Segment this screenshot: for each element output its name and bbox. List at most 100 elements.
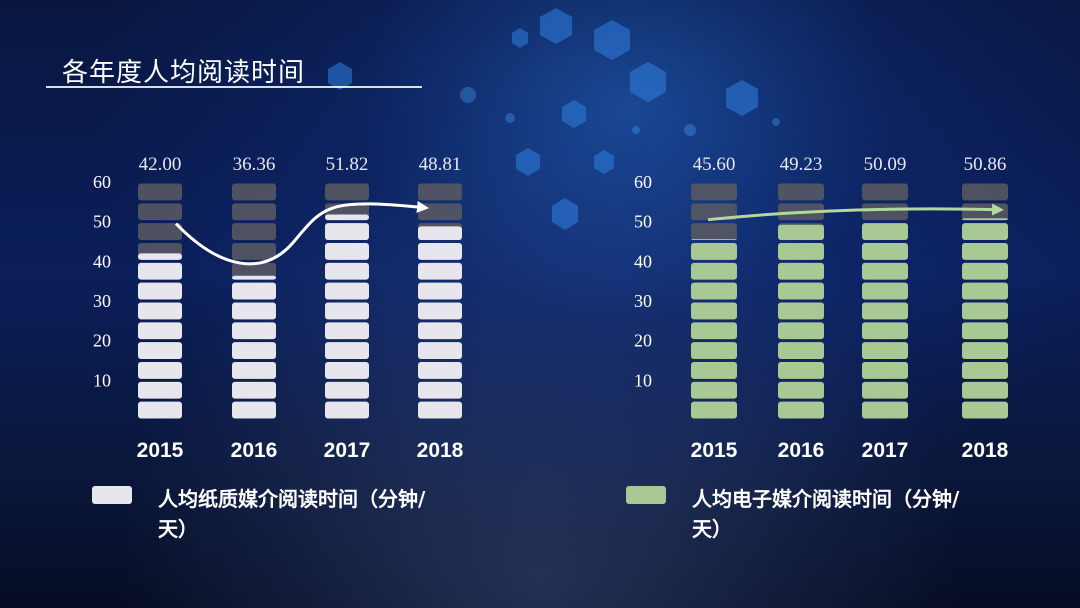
y-tick-label-electronic-40: 40 — [634, 251, 652, 271]
data-label-paper-2017: 51.82 — [326, 154, 369, 175]
bar-track-segment-electronic-2017 — [862, 183, 908, 201]
bar-track-segment-paper-2018 — [418, 183, 462, 201]
data-label-electronic-2015: 45.60 — [693, 154, 736, 175]
bar-fill-segment-electronic-2017 — [862, 282, 908, 300]
bar-fill-segment-paper-2015 — [138, 262, 182, 280]
bar-fill-segment-electronic-2015 — [691, 362, 737, 379]
bar-fill-segment-electronic-2016 — [778, 342, 824, 359]
bar-fill-segment-electronic-2018 — [962, 322, 1008, 340]
bar-track-segment-electronic-2018 — [962, 203, 1008, 221]
title-underline — [46, 86, 422, 88]
bar-fill-segment-paper-2017 — [325, 322, 369, 340]
y-tick-label-electronic-20: 20 — [634, 331, 652, 351]
x-tick-label-electronic-2017: 2017 — [862, 439, 909, 462]
bar-fill-segment-paper-2015 — [138, 302, 182, 320]
bar-fill-segment-electronic-2017 — [862, 381, 908, 399]
bar-fill-segment-paper-2018 — [418, 401, 462, 419]
bar-fill-segment-paper-2018 — [418, 342, 462, 359]
page-title: 各年度人均阅读时间 — [62, 58, 306, 88]
bar-fill-segment-electronic-2015 — [691, 302, 737, 320]
legend-label-paper-line1: 人均纸质媒介阅读时间（分钟/ — [158, 487, 426, 511]
bar-fill-segment-paper-2016 — [232, 342, 276, 359]
bar-fill-segment-electronic-2016 — [778, 224, 824, 240]
y-tick-label-paper-40: 40 — [93, 251, 111, 271]
bar-fill-segment-electronic-2015 — [691, 322, 737, 340]
bar-track-segment-electronic-2015 — [691, 203, 737, 221]
bar-fill-segment-paper-2018 — [418, 362, 462, 379]
bar-fill-segment-paper-2016 — [232, 401, 276, 419]
bar-fill-segment-electronic-2018 — [962, 342, 1008, 359]
bar-fill-segment-paper-2018 — [418, 243, 462, 260]
x-tick-label-electronic-2015: 2015 — [691, 439, 738, 462]
bar-fill-segment-electronic-2015 — [691, 282, 737, 300]
bar-fill-segment-paper-2017 — [325, 282, 369, 300]
bar-fill-segment-paper-2017 — [325, 362, 369, 379]
bar-fill-segment-paper-2016 — [232, 381, 276, 399]
bar-fill-segment-electronic-2015 — [691, 239, 737, 240]
bar-track-segment-paper-2015 — [138, 223, 182, 240]
bar-track-segment-paper-2016 — [232, 223, 276, 240]
bar-fill-segment-paper-2016 — [232, 282, 276, 300]
bar-fill-segment-paper-2015 — [138, 362, 182, 379]
bar-fill-segment-paper-2017 — [325, 342, 369, 359]
bar-fill-segment-paper-2016 — [232, 302, 276, 320]
bar-fill-segment-electronic-2016 — [778, 262, 824, 280]
bar-track-segment-paper-2018 — [418, 203, 462, 221]
bar-fill-segment-electronic-2016 — [778, 302, 824, 320]
data-label-electronic-2017: 50.09 — [864, 154, 907, 175]
bar-track-segment-electronic-2018 — [962, 183, 1008, 201]
trend-arrow-electronic — [707, 203, 1004, 222]
bar-fill-segment-electronic-2016 — [778, 282, 824, 300]
bar-fill-segment-electronic-2016 — [778, 362, 824, 379]
bar-fill-segment-paper-2018 — [418, 262, 462, 280]
y-tick-label-paper-60: 60 — [93, 172, 111, 192]
bar-fill-segment-electronic-2015 — [691, 243, 737, 260]
bar-fill-segment-paper-2015 — [138, 401, 182, 419]
bar-fill-segment-electronic-2018 — [962, 282, 1008, 300]
bar-fill-segment-paper-2018 — [418, 381, 462, 399]
bar-fill-segment-paper-2017 — [325, 381, 369, 399]
bar-fill-segment-paper-2017 — [325, 214, 369, 221]
bar-fill-segment-electronic-2018 — [962, 302, 1008, 320]
bar-fill-segment-paper-2016 — [232, 275, 276, 280]
bar-fill-segment-electronic-2018 — [962, 262, 1008, 280]
bar-fill-segment-electronic-2017 — [862, 362, 908, 379]
bar-track-segment-electronic-2017 — [862, 203, 908, 221]
data-label-electronic-2018: 50.86 — [964, 154, 1007, 175]
y-tick-label-electronic-10: 10 — [634, 370, 652, 390]
legend-label-electronic-line1: 人均电子媒介阅读时间（分钟/ — [692, 487, 960, 511]
bar-fill-segment-electronic-2018 — [962, 218, 1008, 221]
bar-fill-segment-electronic-2016 — [778, 322, 824, 340]
legend-label-electronic-line2: 天） — [692, 517, 732, 541]
bar-fill-segment-electronic-2017 — [862, 342, 908, 359]
data-label-paper-2018: 48.81 — [419, 154, 462, 175]
bar-fill-segment-paper-2015 — [138, 322, 182, 340]
bar-fill-segment-paper-2017 — [325, 302, 369, 320]
bar-fill-segment-electronic-2018 — [962, 381, 1008, 399]
bar-fill-segment-paper-2015 — [138, 342, 182, 359]
bar-fill-segment-electronic-2016 — [778, 401, 824, 419]
y-tick-label-paper-50: 50 — [93, 212, 111, 232]
bar-fill-segment-electronic-2018 — [962, 243, 1008, 260]
legend-electronic: 人均电子媒介阅读时间（分钟/ 天） — [626, 484, 1032, 544]
bar-fill-segment-paper-2016 — [232, 322, 276, 340]
x-tick-label-paper-2016: 2016 — [231, 439, 278, 462]
x-tick-label-paper-2015: 2015 — [137, 439, 184, 462]
bar-fill-segment-electronic-2017 — [862, 243, 908, 260]
bar-fill-segment-paper-2017 — [325, 401, 369, 419]
x-tick-label-electronic-2018: 2018 — [962, 439, 1009, 462]
bar-fill-segment-paper-2017 — [325, 262, 369, 280]
bar-fill-segment-electronic-2017 — [862, 262, 908, 280]
bar-fill-segment-electronic-2015 — [691, 401, 737, 419]
y-tick-label-paper-10: 10 — [93, 370, 111, 390]
trend-arrow-paper — [174, 200, 429, 266]
bar-fill-segment-electronic-2015 — [691, 381, 737, 399]
bar-track-segment-paper-2016 — [232, 203, 276, 221]
legend-swatch-paper — [92, 486, 132, 504]
bar-fill-segment-paper-2015 — [138, 253, 182, 260]
x-tick-label-paper-2018: 2018 — [417, 439, 464, 462]
y-tick-label-paper-20: 20 — [93, 331, 111, 351]
bar-fill-segment-paper-2018 — [418, 322, 462, 340]
